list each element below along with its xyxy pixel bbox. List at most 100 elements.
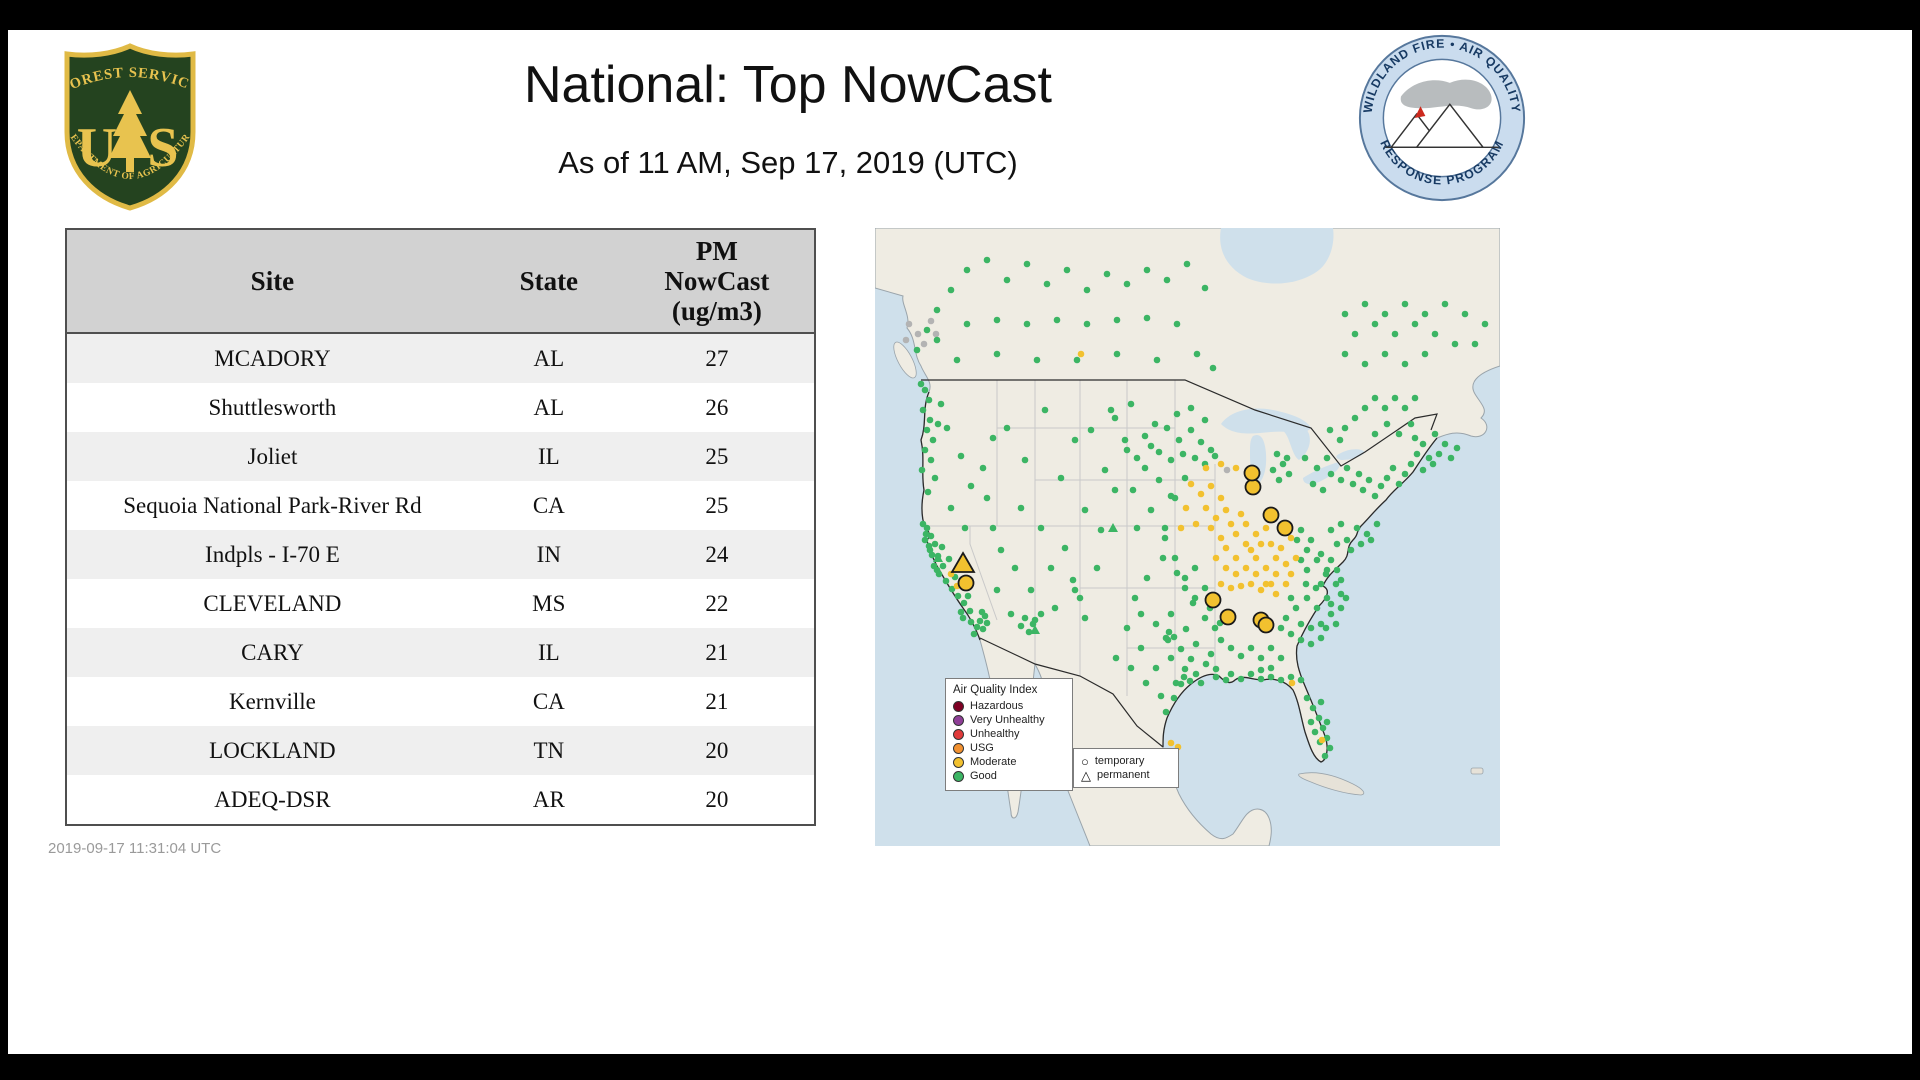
value-cell: 25 xyxy=(705,443,729,469)
monitor-dot-good xyxy=(1287,673,1295,681)
monitor-dot-good xyxy=(1201,284,1209,292)
monitor-dot-good xyxy=(1073,356,1081,364)
monitor-dot-inactive xyxy=(927,317,935,325)
monitor-dot-good xyxy=(960,599,968,607)
monitor-dot-moderate xyxy=(1272,590,1280,598)
monitor-dot-good xyxy=(1322,570,1330,578)
monitor-dot-good xyxy=(1163,276,1171,284)
value-cell: 21 xyxy=(705,688,729,714)
table-row: Sequoia National Park-River Rd CA 25 xyxy=(67,481,814,530)
monitor-dot-good xyxy=(1123,624,1131,632)
monitor-dot-good xyxy=(1389,464,1397,472)
monitor-dot-good xyxy=(1337,590,1345,598)
site-cell: CLEVELAND xyxy=(203,590,342,616)
monitor-dot-good xyxy=(1317,550,1325,558)
monitor-dot-good xyxy=(1411,320,1419,328)
site-cell: Indpls - I-70 E xyxy=(205,541,340,567)
monitor-dot-good xyxy=(1401,470,1409,478)
monitor-dot-good xyxy=(1319,486,1327,494)
monitor-dot-good xyxy=(1277,654,1285,662)
monitor-dot-good xyxy=(963,266,971,274)
pm-header-line: (ug/m3) xyxy=(671,296,762,327)
monitor-dot-moderate xyxy=(1257,586,1265,594)
monitor-dot-good xyxy=(1341,310,1349,318)
monitor-dot-good xyxy=(1147,442,1155,450)
monitor-dot-good xyxy=(1181,474,1189,482)
monitor-dot-good xyxy=(926,416,934,424)
top-site-circle xyxy=(1257,616,1275,634)
aqi-category-label: Good xyxy=(970,770,997,782)
monitor-dot-good xyxy=(1141,464,1149,472)
monitor-dot-good xyxy=(1337,604,1345,612)
monitor-dot-good xyxy=(1277,624,1285,632)
marker-legend-item: △ permanent xyxy=(1081,769,1171,782)
monitor-dot-good xyxy=(1127,664,1135,672)
col-header-state: State xyxy=(477,230,620,334)
monitor-dot-good xyxy=(1377,482,1385,490)
value-cell: 27 xyxy=(705,345,729,371)
monitor-dot-good xyxy=(1047,564,1055,572)
monitor-dot-good xyxy=(1307,718,1315,726)
monitor-dot-good xyxy=(1037,610,1045,618)
state-cell: TN xyxy=(533,737,565,763)
monitor-dot-good xyxy=(989,524,997,532)
monitor-dot-moderate xyxy=(1288,679,1296,687)
monitor-dot-good xyxy=(1413,450,1421,458)
monitor-dot-good xyxy=(1315,714,1323,722)
monitor-dot-good xyxy=(1212,673,1220,681)
monitor-dot-good xyxy=(1103,270,1111,278)
monitor-dot-good xyxy=(1411,394,1419,402)
monitor-dot-good xyxy=(954,592,962,600)
monitor-dot-good xyxy=(937,400,945,408)
monitor-dot-good xyxy=(1201,584,1209,592)
monitor-dot-good xyxy=(925,542,933,550)
monitor-dot-good xyxy=(1051,604,1059,612)
monitor-dot-moderate xyxy=(1267,540,1275,548)
monitor-dot-good xyxy=(1207,650,1215,658)
permanent-monitor-good-triangle xyxy=(1108,523,1118,532)
monitor-dot-moderate xyxy=(1217,534,1225,542)
monitor-dot-good xyxy=(1301,454,1309,462)
aqi-color-swatch-icon xyxy=(953,700,964,712)
monitor-dot-good xyxy=(1177,645,1185,653)
monitor-dot-good xyxy=(1107,406,1115,414)
page-title: National: Top NowCast xyxy=(524,56,1052,114)
monitor-dot-good xyxy=(1303,594,1311,602)
monitor-dot-good xyxy=(1302,580,1310,588)
monitor-dot-good xyxy=(1152,620,1160,628)
monitor-dot-good xyxy=(1391,394,1399,402)
monitor-dot-good xyxy=(979,464,987,472)
monitor-dot-moderate xyxy=(1212,514,1220,522)
monitor-dot-moderate xyxy=(1272,554,1280,562)
monitor-dot-good xyxy=(928,551,936,559)
aqi-legend-item: USG xyxy=(953,742,1065,754)
monitor-dot-good xyxy=(1081,614,1089,622)
aqi-legend: Air Quality Index Hazardous Very Unhealth… xyxy=(945,678,1073,791)
monitor-dot-good xyxy=(1355,470,1363,478)
monitor-dot-good xyxy=(929,436,937,444)
monitor-dot-good xyxy=(1093,564,1101,572)
monitor-dot-good xyxy=(1327,470,1335,478)
monitor-dot-good xyxy=(1127,400,1135,408)
table-row: LOCKLAND TN 20 xyxy=(67,726,814,775)
table-row: CLEVELAND MS 22 xyxy=(67,579,814,628)
monitor-dot-moderate xyxy=(1247,580,1255,588)
monitor-dot-good xyxy=(1003,424,1011,432)
monitor-dot-inactive xyxy=(902,336,910,344)
monitor-dot-moderate xyxy=(1242,540,1250,548)
table-row: MCADORY AL 27 xyxy=(67,333,814,383)
monitor-dot-good xyxy=(1303,546,1311,554)
table-row: Joliet IL 25 xyxy=(67,432,814,481)
monitor-dot-good xyxy=(1317,634,1325,642)
monitor-dot-good xyxy=(1349,480,1357,488)
monitor-dot-good xyxy=(1357,540,1365,548)
monitor-dot-good xyxy=(1307,624,1315,632)
monitor-dot-good xyxy=(1371,492,1379,500)
monitor-dot-good xyxy=(970,630,978,638)
monitor-dot-good xyxy=(1237,652,1245,660)
monitor-dot-good xyxy=(1401,404,1409,412)
permanent-monitor-good-triangle xyxy=(933,553,943,562)
marker-label: permanent xyxy=(1097,769,1150,781)
monitor-dot-moderate xyxy=(1222,506,1230,514)
monitor-dot-good xyxy=(1137,644,1145,652)
